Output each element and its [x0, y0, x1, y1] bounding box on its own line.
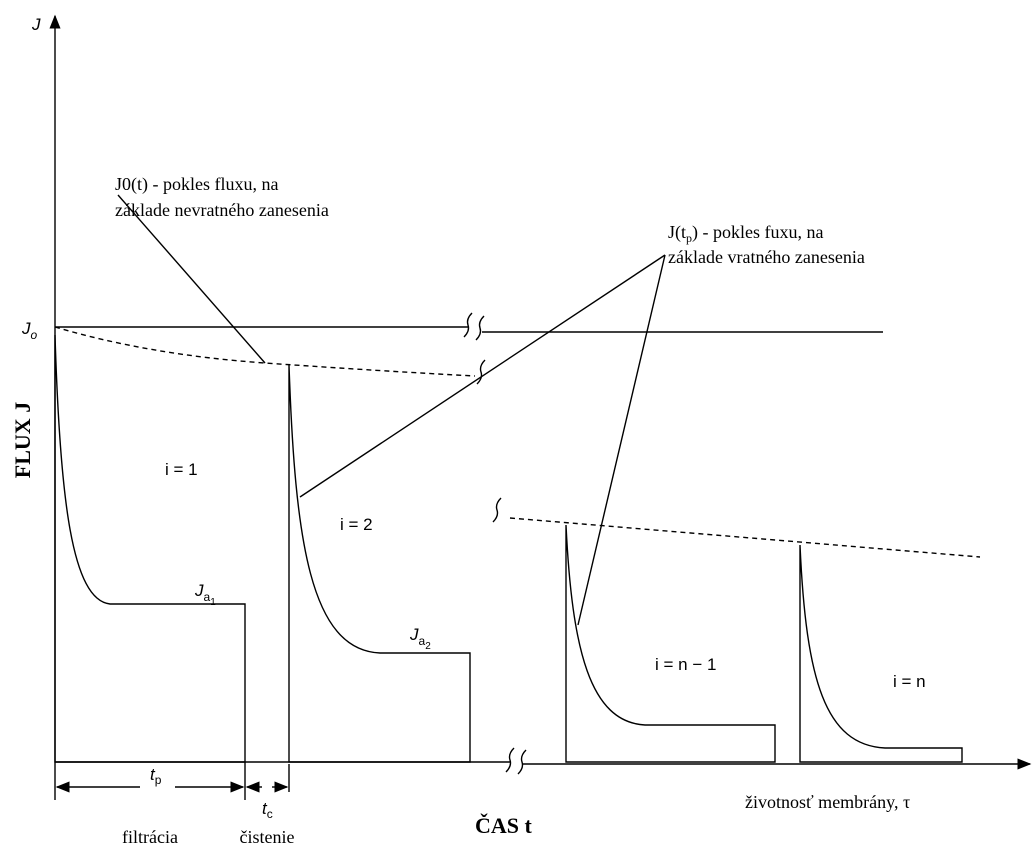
sub: p — [155, 773, 162, 787]
y-title: FLUX J — [10, 402, 35, 478]
x-axis-label: ČAS t — [475, 813, 533, 838]
sub: a — [204, 590, 211, 604]
phase-label: filtrácia — [122, 827, 178, 847]
phase-label: čistenie — [240, 827, 295, 847]
y-axis-label: J — [31, 15, 41, 34]
subsub: 2 — [425, 641, 431, 652]
base: J(t — [668, 222, 686, 243]
time-marks — [55, 762, 290, 800]
sub: o — [31, 328, 38, 342]
cycle-label: i = n − 1 — [655, 655, 716, 674]
annotation: základe vratného zanesenia — [668, 247, 865, 267]
base: t — [150, 765, 156, 784]
sub: p — [686, 231, 692, 245]
cycles — [54, 334, 963, 763]
axes — [49, 14, 1032, 800]
leaders — [117, 194, 666, 626]
sub: c — [267, 807, 273, 821]
cycle-label: i = 2 — [340, 515, 373, 534]
j0-label: Jo — [21, 319, 38, 342]
ja-label: Ja2 — [409, 625, 431, 652]
base: J — [409, 625, 419, 644]
annotation: J(tp) - pokles fuxu, na — [668, 222, 823, 245]
rest: ) - pokles fuxu, na — [692, 222, 823, 243]
base: t — [262, 799, 268, 818]
tp-label: tp — [150, 765, 162, 787]
cycle-label: i = n — [893, 672, 926, 691]
flux-lines — [54, 312, 981, 558]
subsub: 1 — [210, 597, 216, 608]
tc-label: tc — [262, 799, 273, 821]
cycle-label: i = 1 — [165, 460, 198, 479]
ja-label: Ja1 — [194, 581, 216, 608]
annotation: J0(t) - pokles fluxu, na — [115, 174, 278, 195]
base: J — [21, 319, 31, 338]
base: J — [194, 581, 204, 600]
lifetime-label: životnosť membrány, τ — [745, 792, 910, 812]
sub: a — [419, 634, 426, 648]
annotation: základe nevratného zanesenia — [115, 200, 329, 220]
